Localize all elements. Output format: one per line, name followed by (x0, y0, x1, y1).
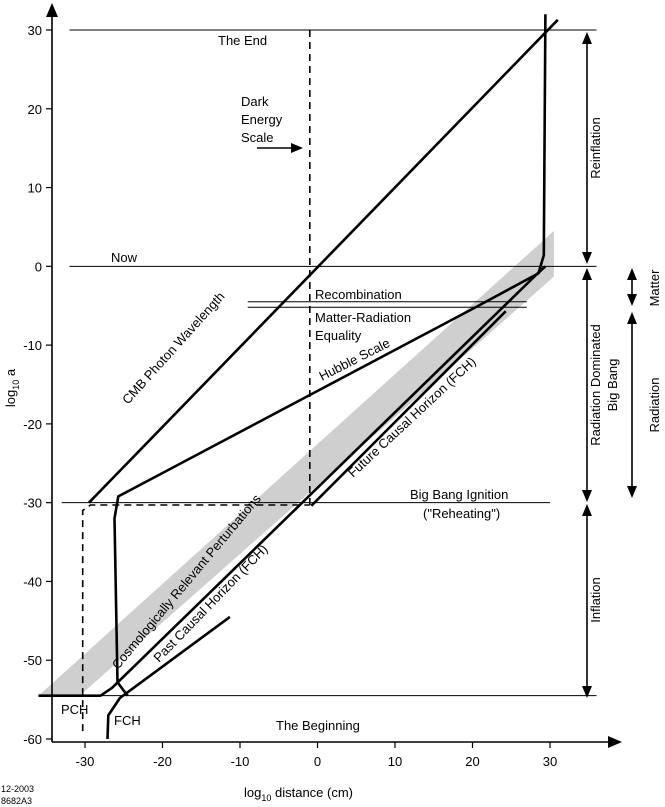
radiation-arrow-up-icon (627, 312, 637, 324)
radiation-arrow-down-icon (627, 486, 637, 498)
label-recombination: Recombination (315, 287, 402, 302)
label-scale: Scale (241, 130, 274, 145)
matter-arrow-up-icon (627, 268, 637, 280)
series-past-causal-horizon-upper (310, 310, 507, 507)
x-tick-label: 30 (543, 754, 557, 769)
label-inflation: Inflation (588, 577, 603, 623)
inflation-arrow-down-icon (582, 686, 592, 698)
y-tick-label: 30 (28, 23, 42, 38)
x-tick-label: 0 (314, 754, 321, 769)
y-tick-label: -60 (23, 732, 42, 747)
x-axis-label-sub: 10 (261, 793, 271, 803)
y-tick-label: -10 (23, 338, 42, 353)
label-equality: Equality (315, 328, 362, 343)
label-big-bang: Big Bang (605, 359, 620, 412)
label-reinflation: Reinflation (588, 117, 603, 178)
figure-id: 8682A3 (1, 796, 32, 806)
y-axis-label-main: log (3, 390, 18, 407)
axes (46, 3, 622, 748)
inflation-arrow-up-icon (582, 504, 592, 516)
x-tick-label: -10 (231, 754, 250, 769)
annotations: The End Dark Energy Scale Now Recombinat… (1, 33, 662, 806)
reinflation-arrow-down-icon (582, 252, 592, 264)
series-hubble-scale (113, 14, 547, 697)
series-past-causal-horizon-fch (106, 615, 231, 740)
y-tick-label: -20 (23, 417, 42, 432)
label-big-bang-ignition: Big Bang Ignition (410, 487, 508, 502)
y-tick-label: 0 (35, 259, 42, 274)
label-radiation-dominated: Radiation Dominated (588, 324, 603, 445)
perturbation-band-layer (38, 230, 554, 696)
x-tick-label: -30 (76, 754, 95, 769)
y-tick-label: 10 (28, 181, 42, 196)
label-radiation: Radiation (647, 378, 662, 433)
label-fch: FCH (114, 713, 141, 728)
label-matter-radiation: Matter-Radiation (315, 310, 411, 325)
y-tick-label: -30 (23, 496, 42, 511)
series-cmb-photon-wavelength (87, 18, 559, 504)
epoch-arrows (257, 32, 637, 698)
y-axis-label: log10 a (3, 368, 21, 407)
rdbb-arrow-down-icon (582, 490, 592, 502)
label-energy: Energy (241, 112, 283, 127)
matter-arrow-down-icon (627, 294, 637, 306)
x-tick-label: 10 (388, 754, 402, 769)
reinflation-arrow-up-icon (582, 32, 592, 44)
epoch-lines-layer (38, 29, 597, 697)
label-matter: Matter (647, 269, 662, 307)
ticks-layer: -30 -20 -10 0 10 20 30 30 20 10 0 -10 -20 -30 -40 -50 -6… (23, 23, 557, 769)
x-axis-label-rest: distance (cm) (271, 785, 353, 800)
label-cmb-wavelength: CMB Photon Wavelength (119, 289, 227, 407)
x-axis-arrow-icon (608, 736, 622, 748)
y-axis-label-rest: a (3, 368, 18, 380)
series-future-causal-horizon-fch (38, 265, 547, 698)
figure-date: 12-2003 (1, 784, 34, 794)
label-the-beginning: The Beginning (276, 718, 360, 733)
x-axis-label: log10 distance (cm) (244, 785, 353, 803)
y-axis-label-sub: 10 (11, 380, 21, 390)
y-axis-arrow-icon (46, 3, 58, 17)
label-pch: PCH (61, 702, 88, 717)
x-axis-label-main: log (244, 785, 261, 800)
label-reheating: ("Reheating") (423, 506, 500, 521)
y-tick-label: 20 (28, 102, 42, 117)
perturbation-band (38, 230, 554, 696)
label-now: Now (111, 250, 138, 265)
label-dark: Dark (241, 94, 269, 109)
x-tick-label: 20 (465, 754, 479, 769)
rdbb-arrow-up-icon (582, 268, 592, 280)
series-layer (38, 14, 559, 740)
y-tick-label: -50 (23, 653, 42, 668)
label-the-end: The End (218, 33, 267, 48)
series-pch (81, 504, 310, 732)
dark-energy-arrow-icon (291, 143, 303, 153)
y-tick-label: -40 (23, 574, 42, 589)
x-tick-label: -20 (153, 754, 172, 769)
